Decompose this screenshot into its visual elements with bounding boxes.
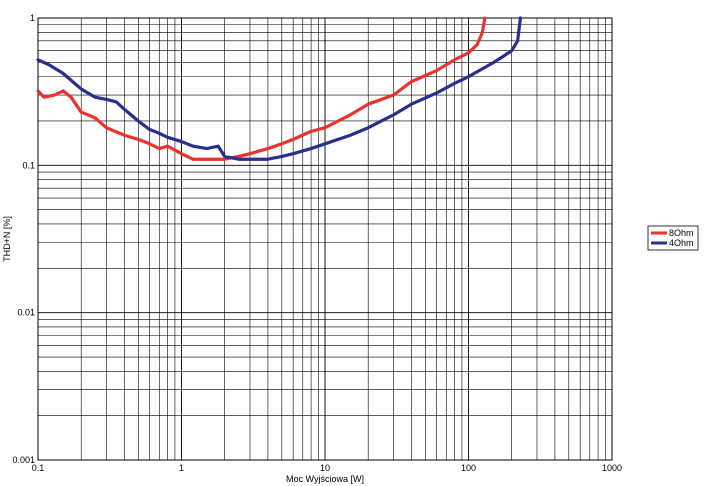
- x-tick-labels: 0.1 1 10 100 1000: [32, 463, 622, 473]
- grid-lines: [37, 18, 612, 461]
- series-lines: [36, 16, 523, 161]
- y-tick-label: 0.01: [17, 308, 35, 318]
- x-tick-label: 100: [461, 463, 476, 473]
- series-line-4ohm: [36, 16, 523, 161]
- plot-frame: [37, 17, 613, 461]
- x-tick-label: 10: [320, 463, 330, 473]
- y-tick-label: 0.1: [22, 160, 35, 170]
- series-line-8ohm: [36, 16, 487, 161]
- legend-label-8ohm: 8Ohm: [669, 228, 694, 238]
- y-tick-label: 1: [30, 13, 35, 23]
- x-tick-label: 1000: [602, 463, 622, 473]
- legend-label-4ohm: 4Ohm: [669, 238, 694, 248]
- y-tick-label: 0.001: [12, 455, 35, 465]
- y-tick-labels: 0.001 0.01 0.1 1: [12, 13, 35, 465]
- legend-box: [647, 225, 699, 251]
- x-tick-label: 0.1: [32, 463, 45, 473]
- y-axis-label: THD+N [%]: [2, 216, 12, 262]
- x-tick-label: 1: [179, 463, 184, 473]
- legend: 8Ohm 4Ohm: [647, 225, 699, 251]
- x-axis-label: Moc Wyjściowa [W]: [286, 474, 364, 484]
